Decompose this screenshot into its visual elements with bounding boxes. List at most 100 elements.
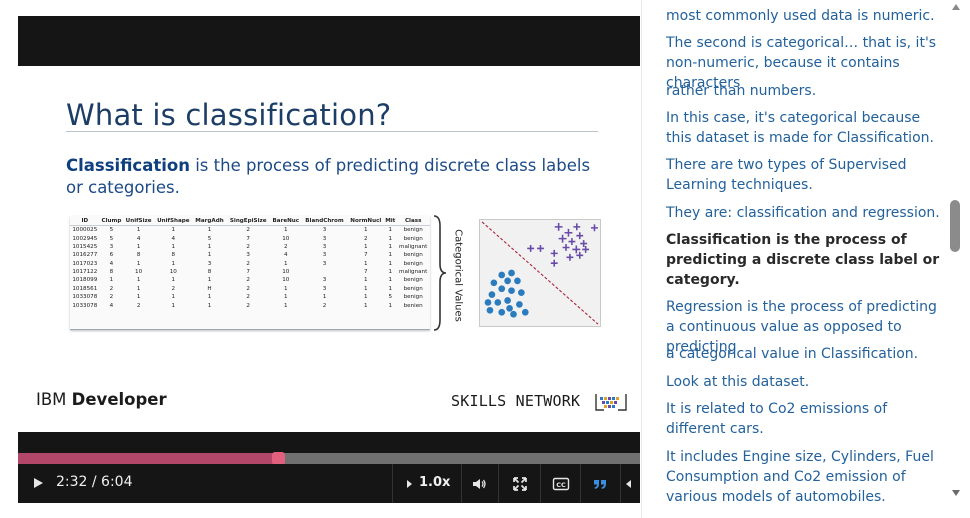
table-cell: 2 bbox=[322, 302, 327, 309]
table-cell: 1 bbox=[284, 294, 288, 301]
table-header-cell: Class bbox=[396, 216, 430, 226]
table-cell: 1 bbox=[364, 285, 368, 292]
transcript-cue[interactable]: It includes Engine size, Cylinders, Fuel… bbox=[666, 449, 934, 505]
table-cell: 1002945 bbox=[72, 235, 98, 242]
table-cell: 3 bbox=[109, 243, 114, 250]
table-cell: 1 bbox=[171, 277, 176, 284]
scrollbar-thumb[interactable] bbox=[950, 200, 960, 252]
table-body: 1000025 5 1 1 1 2 1 3 1 1 benign 1002945 5 4 4 5 7 10 3 2 1 b… bbox=[70, 226, 430, 310]
table-cell: 3 bbox=[322, 285, 327, 292]
progress-fill bbox=[18, 453, 278, 464]
table-cell: 1 bbox=[171, 260, 176, 267]
table-cell: 1 bbox=[136, 277, 141, 284]
table-row: 1017122 8 10 10 8 7 10 7 1 malignant bbox=[70, 268, 430, 276]
slide-definition: Classification is the process of predict… bbox=[66, 155, 606, 199]
dataset-table: ID Clump UnifSize UnifShape MargAdh SingEpiSi… bbox=[70, 216, 430, 330]
transcript-cue[interactable]: In this case, it's categorical because t… bbox=[666, 110, 934, 146]
transcript-cue[interactable]: rather than numbers. bbox=[666, 83, 817, 99]
table-cell: 1 bbox=[136, 285, 141, 292]
video-player[interactable]: What is classification? Classification i… bbox=[18, 16, 640, 503]
table-cell: H bbox=[207, 285, 212, 292]
brace-icon bbox=[433, 215, 447, 331]
table-cell: benign bbox=[403, 294, 423, 301]
table-header-cell: Mit bbox=[384, 216, 397, 226]
top-strip bbox=[0, 0, 640, 16]
player-controls: 2:32 / 6:04 1.0x CC bbox=[18, 464, 640, 503]
transcript-cue[interactable]: Look at this dataset. bbox=[666, 374, 810, 390]
table-cell: 7 bbox=[246, 235, 250, 242]
table-cell: 8 bbox=[171, 252, 176, 259]
table-cell: 4 bbox=[109, 302, 114, 309]
table-cell: 3 bbox=[322, 243, 327, 250]
control-divider bbox=[620, 464, 621, 503]
table-cell: 10 bbox=[282, 235, 290, 242]
transcript-cue[interactable]: They are: classification and regression. bbox=[666, 205, 940, 221]
table-cell: 1 bbox=[322, 294, 327, 301]
table-cell: 1018099 bbox=[72, 277, 98, 284]
table-cell: 2 bbox=[364, 235, 368, 242]
playback-speed-button[interactable]: 1.0x bbox=[419, 475, 451, 490]
table-cell: 5 bbox=[207, 235, 212, 242]
table-cell: 1 bbox=[388, 260, 393, 267]
transcript-cue[interactable]: There are two types of Supervised Learni… bbox=[666, 157, 907, 193]
table-cell: 2 bbox=[246, 285, 250, 292]
table-cell: 1 bbox=[171, 294, 176, 301]
table-header-cell: Clump bbox=[99, 216, 124, 226]
collapse-chevron-icon[interactable] bbox=[624, 479, 634, 489]
table-cell: 1033078 bbox=[72, 294, 98, 301]
table-cell: 3 bbox=[207, 260, 212, 267]
table-row: 1018561 2 1 2 H 2 1 3 1 1 benign bbox=[70, 285, 430, 293]
transcript-cue-active[interactable]: Classification is the process of predict… bbox=[666, 232, 940, 288]
table-cell: 4 bbox=[171, 235, 176, 242]
transcript-cue[interactable]: The second is categorical… that is, it's… bbox=[666, 35, 937, 91]
table-cell: 1018561 bbox=[72, 285, 98, 292]
transcript-scrollbar[interactable] bbox=[947, 0, 970, 518]
transcript-panel: most commonly used data is numeric. The … bbox=[641, 0, 947, 518]
table-cell: 5 bbox=[388, 294, 393, 301]
fullscreen-icon[interactable] bbox=[511, 475, 529, 493]
table-cell: 3 bbox=[246, 252, 250, 259]
table-cell: 1 bbox=[284, 227, 288, 234]
table-cell: 1 bbox=[388, 302, 393, 309]
scroll-down-arrow-icon[interactable] bbox=[952, 490, 960, 496]
table-cell: 2 bbox=[246, 294, 250, 301]
closed-captions-icon[interactable]: CC bbox=[552, 475, 570, 493]
table-cell: 1 bbox=[388, 235, 393, 242]
table-cell: 1 bbox=[207, 294, 212, 301]
table-cell: 3 bbox=[322, 252, 327, 259]
table-cell: 1 bbox=[364, 302, 368, 309]
table-cell: 1 bbox=[284, 260, 288, 267]
transcript-cue[interactable]: most commonly used data is numeric. bbox=[666, 8, 935, 24]
table-cell: 1 bbox=[207, 252, 212, 259]
table-cell: 1 bbox=[207, 277, 212, 284]
table-cell: 1 bbox=[136, 294, 141, 301]
video-progress-bar[interactable] bbox=[18, 452, 640, 465]
table-cell: 2 bbox=[246, 302, 250, 309]
transcript-quote-icon[interactable] bbox=[591, 475, 609, 493]
table-cell: 5 bbox=[109, 227, 114, 234]
transcript-cue[interactable]: a categorical value in Classification. bbox=[666, 346, 919, 362]
table-cell: 5 bbox=[109, 235, 114, 242]
table-row: 1018099 1 1 1 1 2 10 3 1 1 benign bbox=[70, 276, 430, 284]
table-cell: 3 bbox=[322, 227, 327, 234]
definition-text: is the process of predicting discrete cl… bbox=[66, 156, 591, 197]
table-cell: 1 bbox=[388, 269, 393, 276]
table-cell: 1 bbox=[364, 243, 368, 250]
play-icon[interactable] bbox=[28, 473, 48, 493]
table-cell: benign bbox=[403, 252, 423, 259]
lecture-slide: What is classification? Classification i… bbox=[18, 66, 640, 432]
table-cell: 8 bbox=[109, 269, 114, 276]
volume-icon[interactable] bbox=[470, 475, 488, 493]
progress-scrubber-handle[interactable] bbox=[271, 452, 285, 465]
ibm-developer-logo: IBM Developer bbox=[36, 390, 167, 409]
control-divider bbox=[580, 464, 581, 503]
table-cell: benien bbox=[403, 302, 423, 309]
transcript-cue[interactable]: Regression is the process of predicting … bbox=[666, 299, 937, 355]
table-cell: 1015425 bbox=[72, 243, 98, 250]
table-cell: 1 bbox=[388, 243, 393, 250]
table-cell: 1 bbox=[364, 294, 368, 301]
scroll-up-arrow-icon[interactable] bbox=[952, 4, 960, 10]
table-header-cell: NormNucl bbox=[347, 216, 385, 226]
table-cell: benign bbox=[403, 227, 423, 234]
transcript-cue[interactable]: It is related to Co2 emissions of differ… bbox=[666, 401, 888, 437]
